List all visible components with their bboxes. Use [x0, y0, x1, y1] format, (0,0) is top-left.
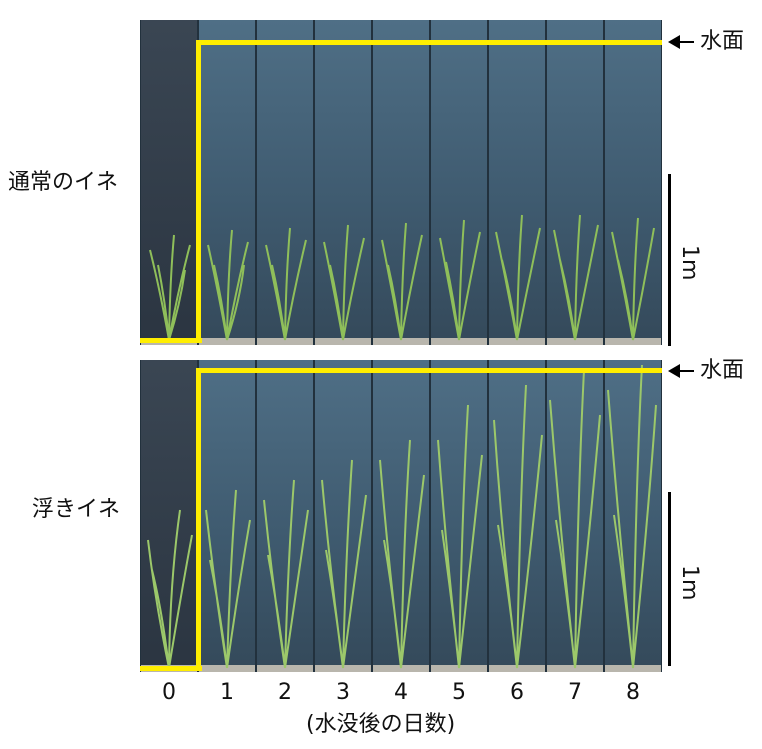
water-line-day0-top — [140, 338, 202, 343]
day-label-4: 4 — [394, 680, 408, 705]
scale-bar-bottom — [668, 492, 671, 666]
scale-bar-top — [668, 174, 671, 346]
water-line-day0-bottom — [140, 666, 202, 671]
tank-day-8 — [604, 20, 662, 345]
tank-day-3 — [314, 20, 372, 345]
water-surface-line-bottom — [196, 368, 662, 373]
arrow-left-icon — [668, 364, 694, 378]
day-label-5: 5 — [452, 680, 466, 705]
day-label-0: 0 — [162, 680, 176, 705]
water-surface-label-bottom: 水面 — [700, 358, 745, 383]
tank-day-4 — [372, 20, 430, 345]
day-label-8: 8 — [626, 680, 640, 705]
tank-day-6 — [488, 20, 546, 345]
rice-plants-normal — [149, 214, 655, 341]
scale-label-top: 1m — [677, 245, 702, 281]
x-axis-label: (水没後の日数) — [306, 712, 456, 737]
water-line-step-bottom — [196, 368, 201, 671]
tank-day-1 — [198, 20, 256, 345]
arrow-left-icon — [668, 35, 694, 49]
row-label-floating-rice: 浮きイネ — [32, 497, 121, 522]
tank-day-7 — [546, 20, 604, 345]
tank-day-5 — [430, 20, 488, 345]
day-label-6: 6 — [510, 680, 524, 705]
tank-day-2 — [256, 20, 314, 345]
water-line-step-top — [196, 40, 201, 343]
row-label-normal-rice: 通常のイネ — [8, 170, 119, 195]
day-label-2: 2 — [278, 680, 292, 705]
rice-plants-floating — [147, 364, 657, 669]
day-label-1: 1 — [220, 680, 234, 705]
water-surface-line-top — [196, 40, 662, 45]
scale-label-bottom: 1m — [677, 565, 702, 601]
tank-day-0 — [140, 360, 198, 672]
day-label-3: 3 — [336, 680, 350, 705]
photo-panel-floating-rice — [140, 360, 662, 672]
water-surface-label-top: 水面 — [700, 29, 745, 54]
tank-day-5 — [430, 360, 488, 672]
photo-panel-normal-rice — [140, 20, 662, 345]
tank-day-4 — [372, 360, 430, 672]
day-label-7: 7 — [568, 680, 582, 705]
